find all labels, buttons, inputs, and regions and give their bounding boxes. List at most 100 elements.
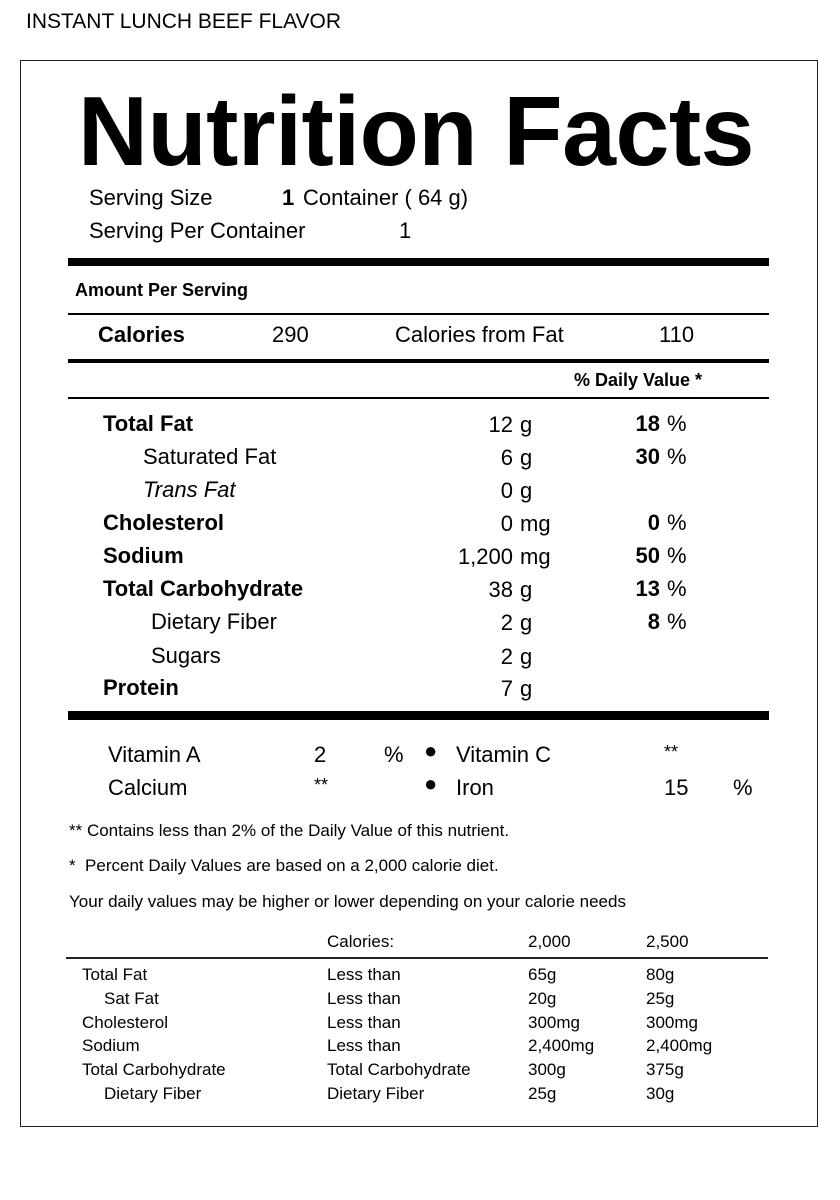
nutrient-amount: 1,200 [457, 544, 513, 569]
nutrient-unit: g [520, 445, 533, 470]
iron-value: 15 [664, 775, 689, 800]
nutrient-daily-value-pct: % [667, 576, 687, 601]
thick-divider [68, 711, 769, 720]
nutrient-amount: 0 [500, 511, 513, 536]
nutrient-daily-value: 13 [635, 576, 660, 601]
bullet-icon: ● [424, 738, 438, 763]
medium-divider [68, 359, 769, 363]
nutrient-name: Sodium [103, 543, 184, 568]
table-cell: 65g [528, 965, 557, 984]
nutrient-unit: g [520, 644, 533, 669]
table-cell: Total Carbohydrate [82, 1060, 226, 1080]
table-header: 2,000 [528, 932, 571, 951]
nutrient-amount: 0 [500, 478, 513, 503]
table-cell: Cholesterol [82, 1012, 168, 1032]
table-cell: Less than [327, 965, 401, 984]
nutrient-unit: g [520, 676, 533, 701]
vitamin-a-pct: % [384, 742, 404, 767]
table-cell: Sat Fat [104, 988, 159, 1008]
nutrient-daily-value-pct: % [667, 609, 687, 634]
nutrition-label [20, 60, 818, 1127]
product-name: INSTANT LUNCH BEEF FLAVOR [26, 10, 342, 33]
table-cell: 80g [646, 965, 675, 984]
vitamin-c-label: Vitamin C [456, 742, 551, 767]
iron-label: Iron [456, 775, 494, 800]
bullet-icon: ● [424, 771, 438, 796]
table-cell: 300mg [646, 1012, 698, 1032]
table-cell: 300g [528, 1060, 566, 1080]
nutrient-amount: 38 [488, 577, 513, 602]
table-cell: 20g [528, 988, 557, 1008]
nutrient-daily-value-pct: % [667, 510, 687, 535]
table-cell: 300mg [528, 1012, 580, 1032]
table-divider [66, 957, 768, 959]
nutrient-amount: 12 [488, 412, 513, 437]
nutrient-name: Dietary Fiber [151, 609, 277, 634]
serving-size-qty: 1 [282, 185, 295, 210]
nutrient-unit: mg [520, 511, 551, 536]
nutrient-amount: 7 [500, 676, 513, 701]
nutrient-name: Protein [103, 675, 179, 700]
nutrient-name: Saturated Fat [143, 444, 277, 469]
label-title: Nutrition Facts [78, 76, 754, 186]
thick-divider [68, 258, 769, 266]
nutrient-amount: 6 [500, 445, 513, 470]
table-header: 2,500 [646, 932, 689, 951]
serving-size-label: Serving Size [89, 185, 213, 210]
nutrient-name: Total Carbohydrate [103, 576, 304, 601]
calcium-label: Calcium [108, 775, 188, 800]
table-cell: 25g [528, 1084, 557, 1103]
nutrient-daily-value: 30 [635, 444, 660, 469]
calories-value: 290 [272, 322, 309, 347]
nutrient-daily-value-pct: % [667, 543, 687, 568]
table-header: Calories: [327, 932, 395, 951]
divider [68, 397, 769, 399]
table-cell: Less than [327, 1036, 401, 1056]
nutrient-name: Cholesterol [103, 510, 225, 535]
servings-per-container-label: Serving Per Container [89, 218, 306, 243]
nutrient-daily-value-pct: % [667, 444, 687, 469]
table-cell: Less than [327, 1012, 401, 1032]
divider [68, 313, 769, 315]
table-cell: Dietary Fiber [104, 1084, 202, 1103]
table-cell: 375g [646, 1060, 684, 1080]
nutrient-daily-value: 18 [635, 411, 660, 436]
vitamin-a-label: Vitamin A [108, 742, 201, 767]
nutrient-daily-value: 8 [647, 609, 660, 634]
table-cell: Sodium [82, 1036, 140, 1056]
calories-from-fat-label: Calories from Fat [395, 322, 564, 347]
nutrient-unit: g [520, 577, 533, 602]
footnote: Your daily values may be higher or lower… [69, 892, 626, 911]
footnote: * Percent Daily Values are based on a 2,… [69, 856, 499, 875]
nutrient-daily-value: 0 [647, 510, 660, 535]
nutrient-daily-value-pct: % [667, 411, 687, 436]
table-cell: 2,400mg [646, 1036, 713, 1056]
nutrient-daily-value: 50 [635, 543, 660, 568]
nutrient-unit: g [520, 478, 533, 503]
table-cell: Less than [327, 988, 401, 1008]
nutrient-name: Trans Fat [143, 477, 236, 502]
table-cell: Dietary Fiber [327, 1084, 425, 1103]
table-cell: 30g [646, 1084, 675, 1103]
calcium-value: ** [314, 775, 329, 795]
nutrient-unit: g [520, 412, 533, 437]
nutrient-name: Sugars [151, 643, 221, 668]
serving-size-value: Container ( 64 g) [303, 185, 469, 210]
calories-from-fat-value: 110 [659, 322, 695, 347]
table-cell: 25g [646, 988, 675, 1008]
daily-value-header: % Daily Value * [574, 370, 703, 390]
nutrient-amount: 2 [500, 610, 513, 635]
nutrient-unit: g [520, 610, 533, 635]
servings-per-container-value: 1 [399, 218, 412, 243]
footnote: ** Contains less than 2% of the Daily Va… [69, 821, 510, 840]
iron-pct: % [733, 775, 753, 800]
table-cell: Total Fat [82, 965, 148, 984]
vitamin-a-value: 2 [314, 742, 327, 767]
table-cell: Total Carbohydrate [327, 1060, 471, 1080]
table-cell: 2,400mg [528, 1036, 595, 1056]
nutrient-amount: 2 [500, 644, 513, 669]
nutrient-unit: mg [520, 544, 551, 569]
nutrient-name: Total Fat [103, 411, 194, 436]
calories-label: Calories [98, 322, 185, 347]
amount-per-serving: Amount Per Serving [75, 280, 249, 300]
